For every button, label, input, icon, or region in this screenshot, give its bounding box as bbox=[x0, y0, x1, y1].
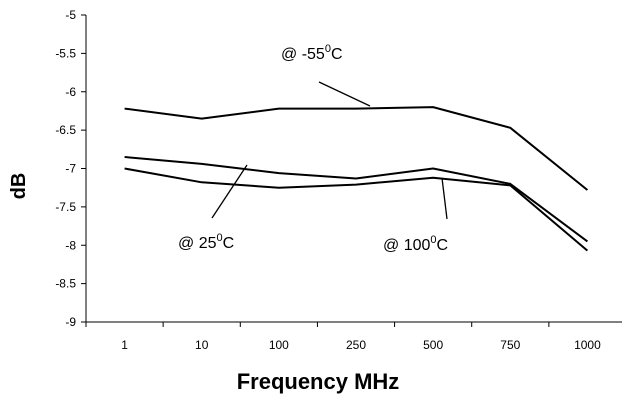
annotation-minus-55c: @ -550C bbox=[281, 43, 371, 107]
annotation-label: @ -550C bbox=[281, 43, 343, 63]
y-tick-label: -7.5 bbox=[55, 200, 76, 214]
y-tick-label: -8 bbox=[65, 238, 76, 252]
y-tick-label: -5 bbox=[65, 8, 76, 22]
x-tick-label: 750 bbox=[500, 338, 520, 352]
y-tick-label: -6 bbox=[65, 85, 76, 99]
series-line-100c bbox=[124, 167, 589, 252]
y-tick-labels: -5 -5.5 -6 -6.5 -7 -7.5 -8 -8.5 -9 bbox=[55, 8, 76, 329]
y-tick-label: -9 bbox=[65, 315, 76, 329]
x-axis-title: Frequency MHz bbox=[237, 369, 400, 394]
y-tick-label: -8.5 bbox=[55, 277, 76, 291]
series-line-25c bbox=[124, 156, 588, 243]
x-tick-label: 1 bbox=[121, 338, 128, 352]
y-tick-label: -6.5 bbox=[55, 123, 76, 137]
annotation-label: @ 250C bbox=[178, 232, 234, 252]
annotation-leader-line bbox=[441, 177, 448, 220]
annotation-leader-line bbox=[318, 81, 371, 107]
x-tick-label: 100 bbox=[269, 338, 289, 352]
y-axis-title: dB bbox=[8, 173, 30, 200]
annotations: @ -550C @ 250C @ 1000C bbox=[178, 43, 448, 254]
x-tick-label: 500 bbox=[423, 338, 443, 352]
x-tick-label: 1000 bbox=[574, 338, 601, 352]
annotation-100c: @ 1000C bbox=[383, 177, 448, 254]
annotation-label: @ 1000C bbox=[383, 234, 448, 254]
annotation-leader-line bbox=[211, 164, 248, 219]
x-tick-labels: 1 10 100 250 500 750 1000 bbox=[121, 338, 601, 352]
y-tick-label: -7 bbox=[65, 162, 76, 176]
x-tick-label: 250 bbox=[346, 338, 366, 352]
axes bbox=[81, 14, 622, 327]
series-line-minus-55c bbox=[124, 106, 589, 191]
annotation-25c: @ 250C bbox=[178, 164, 248, 252]
series-lines bbox=[124, 106, 589, 252]
y-tick-label: -5.5 bbox=[55, 46, 76, 60]
x-tick-label: 10 bbox=[195, 338, 209, 352]
